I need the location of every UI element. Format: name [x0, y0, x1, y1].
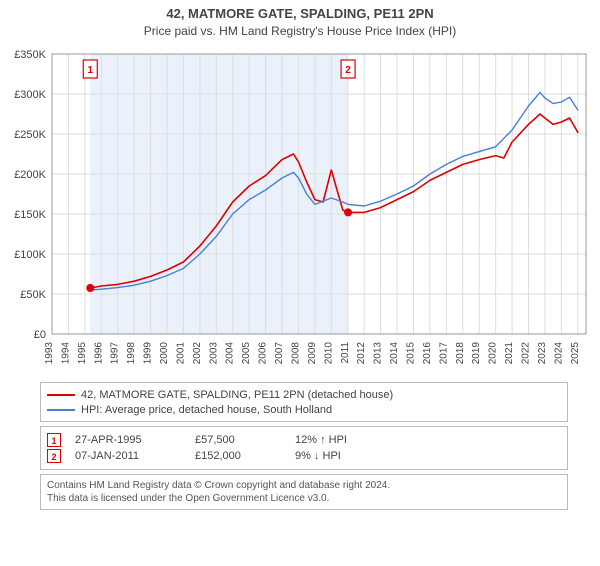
footer-line: This data is licensed under the Open Gov…: [47, 492, 561, 505]
x-tick-label: 2024: [553, 342, 564, 365]
x-tick-label: 2014: [389, 342, 400, 365]
legend-swatch: [47, 409, 75, 411]
sale-flag-label: 2: [345, 65, 351, 76]
x-tick-label: 2015: [405, 342, 416, 365]
x-tick-label: 1994: [60, 342, 71, 365]
sale-marker-icon: 2: [47, 449, 61, 463]
legend: 42, MATMORE GATE, SPALDING, PE11 2PN (de…: [40, 382, 568, 422]
chart-subtitle: Price paid vs. HM Land Registry's House …: [0, 24, 600, 38]
x-tick-label: 1997: [110, 342, 121, 365]
x-tick-label: 2019: [471, 342, 482, 365]
x-tick-label: 2020: [488, 342, 499, 365]
x-tick-label: 2003: [208, 342, 219, 365]
y-tick-label: £300K: [14, 89, 46, 101]
x-tick-label: 2021: [504, 342, 515, 365]
y-tick-label: £100K: [14, 249, 46, 261]
x-tick-label: 2002: [192, 342, 203, 365]
sale-point-icon: [344, 208, 352, 216]
x-tick-label: 2016: [422, 342, 433, 365]
x-tick-label: 2012: [356, 342, 367, 365]
y-tick-label: £350K: [14, 49, 46, 61]
x-tick-label: 2004: [225, 342, 236, 365]
y-tick-label: £0: [34, 329, 46, 341]
legend-item: 42, MATMORE GATE, SPALDING, PE11 2PN (de…: [47, 387, 561, 402]
highlight-band: [90, 54, 348, 334]
chart-title: 42, MATMORE GATE, SPALDING, PE11 2PN: [0, 6, 600, 21]
x-tick-label: 2010: [323, 342, 334, 365]
x-tick-label: 2011: [340, 342, 351, 364]
x-tick-label: 2025: [570, 342, 581, 365]
y-tick-label: £50K: [20, 289, 46, 301]
x-tick-label: 2017: [438, 342, 449, 365]
x-tick-label: 2007: [274, 342, 285, 365]
x-tick-label: 1998: [126, 342, 137, 365]
y-tick-label: £200K: [14, 169, 46, 181]
legend-swatch: [47, 394, 75, 396]
footer-attribution: Contains HM Land Registry data © Crown c…: [40, 474, 568, 510]
sale-price: £57,500: [195, 434, 295, 446]
legend-item: HPI: Average price, detached house, Sout…: [47, 402, 561, 417]
x-tick-label: 1996: [93, 342, 104, 365]
sale-marker-icon: 1: [47, 433, 61, 447]
x-tick-label: 1995: [77, 342, 88, 365]
x-tick-label: 2000: [159, 342, 170, 365]
x-tick-label: 2023: [537, 342, 548, 365]
x-tick-label: 1999: [143, 342, 154, 365]
y-tick-label: £250K: [14, 129, 46, 141]
footer-line: Contains HM Land Registry data © Crown c…: [47, 479, 561, 492]
y-tick-label: £150K: [14, 209, 46, 221]
x-tick-label: 2006: [258, 342, 269, 365]
sales-table: 1 27-APR-1995 £57,500 12% ↑ HPI 2 07-JAN…: [40, 426, 568, 470]
x-tick-label: 2005: [241, 342, 252, 365]
sale-hpi: 9% ↓ HPI: [295, 450, 395, 462]
legend-label: HPI: Average price, detached house, Sout…: [81, 404, 332, 416]
sale-flag-label: 1: [88, 65, 94, 76]
sale-hpi: 12% ↑ HPI: [295, 434, 395, 446]
sale-row: 2 07-JAN-2011 £152,000 9% ↓ HPI: [47, 449, 561, 463]
sale-price: £152,000: [195, 450, 295, 462]
price-chart: £0 £50K £100K £150K £200K £250K £300K £350K 1993…: [6, 44, 594, 374]
sale-point-icon: [86, 284, 94, 292]
x-tick-label: 2018: [455, 342, 466, 365]
x-tick-label: 2001: [175, 342, 186, 365]
x-tick-label: 1993: [44, 342, 55, 365]
x-tick-label: 2013: [373, 342, 384, 365]
legend-label: 42, MATMORE GATE, SPALDING, PE11 2PN (de…: [81, 389, 393, 401]
x-tick-label: 2008: [290, 342, 301, 365]
sale-row: 1 27-APR-1995 £57,500 12% ↑ HPI: [47, 433, 561, 447]
sale-date: 27-APR-1995: [75, 434, 195, 446]
sale-date: 07-JAN-2011: [75, 450, 195, 462]
x-tick-label: 2009: [307, 342, 318, 365]
x-tick-label: 2022: [520, 342, 531, 365]
